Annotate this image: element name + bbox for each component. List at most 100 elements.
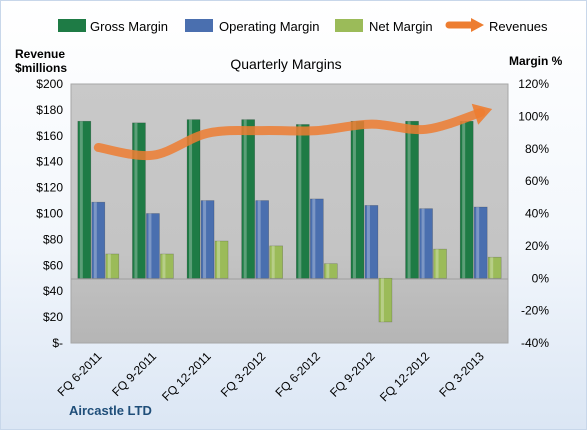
right-axis-ticks: 120% 100% 80% 60% 40% 20% 0% -20% -40% <box>518 77 549 350</box>
revenue-line-layer <box>93 103 493 161</box>
left-axis-label-line1: Revenue <box>15 47 65 61</box>
left-tick-label-3: $140 <box>36 155 63 169</box>
revenue-line-arrowhead <box>471 103 493 125</box>
bar-highlight-gross-margin-fq-6-2012 <box>298 124 302 279</box>
left-axis-label-line2: $millions <box>15 61 67 75</box>
right-tick-label-0: 120% <box>518 77 549 91</box>
left-tick-label-9: $20 <box>43 310 63 324</box>
bar-highlight-gross-margin-fq-3-2013 <box>462 121 466 279</box>
x-tick-label-fq-9-2011: FQ 9-2011 <box>109 349 159 399</box>
bar-operating-margin-fq-3-2013 <box>473 206 488 279</box>
x-tick-label-fq-6-2012: FQ 6-2012 <box>272 349 323 400</box>
right-tick-label-6: 0% <box>532 271 550 285</box>
legend-swatch-operating-margin <box>185 19 213 32</box>
bar-net-margin-fq-9-2011 <box>160 253 174 279</box>
right-tick-label-4: 40% <box>525 207 549 221</box>
bar-operating-margin-fq-9-2011 <box>146 213 160 279</box>
left-tick-label-2: $160 <box>36 129 63 143</box>
bar-highlight-operating-margin-fq-12-2011 <box>203 200 207 279</box>
legend-item-net-margin: Net Margin <box>335 19 433 34</box>
right-tick-label-1: 100% <box>518 109 549 123</box>
bar-gross-margin-fq-6-2011 <box>77 120 92 279</box>
bar-highlight-net-margin-fq-9-2012 <box>380 278 384 322</box>
x-tick-label-fq-9-2012: FQ 9-2012 <box>327 349 378 400</box>
legend-item-revenues: Revenues <box>445 18 548 34</box>
bar-highlight-operating-margin-fq-3-2013 <box>476 207 480 279</box>
company-name: Aircastle LTD <box>69 403 152 418</box>
bar-highlight-gross-margin-fq-9-2012 <box>352 121 356 279</box>
legend-swatch-gross-margin <box>58 19 86 32</box>
x-tick-label-fq-12-2012: FQ 12-2012 <box>377 349 432 404</box>
legend-label-operating-margin: Operating Margin <box>219 19 319 34</box>
bar-net-margin-fq-9-2012 <box>378 277 393 323</box>
bar-operating-margin-fq-12-2011 <box>200 200 215 279</box>
left-tick-label-1: $180 <box>36 103 63 117</box>
bar-net-margin-fq-6-2012 <box>324 263 338 279</box>
bar-gross-margin-fq-6-2012 <box>296 124 310 279</box>
bar-highlight-net-margin-fq-3-2013 <box>490 257 494 279</box>
bar-operating-margin-fq-6-2012 <box>310 198 324 279</box>
bar-gross-margin-fq-3-2013 <box>459 120 474 279</box>
bar-highlight-gross-margin-fq-12-2011 <box>189 119 193 279</box>
legend: Gross Margin Operating Margin Net Margin… <box>58 18 548 34</box>
bar-highlight-operating-margin-fq-9-2011 <box>148 213 152 279</box>
legend-arrowhead-revenues <box>471 18 484 32</box>
bar-highlight-operating-margin-fq-12-2012 <box>421 208 425 279</box>
bar-gross-margin-fq-12-2012 <box>405 120 419 279</box>
right-tick-label-8: -40% <box>521 336 549 350</box>
x-tick-label-fq-6-2011: FQ 6-2011 <box>55 349 105 399</box>
bar-highlight-net-margin-fq-12-2011 <box>217 241 221 279</box>
bars-layer <box>77 119 502 323</box>
left-axis-ticks: $200 $180 $160 $140 $120 $100 $80 $60 $40 $20 $- <box>36 77 63 350</box>
bar-operating-margin-fq-12-2012 <box>419 208 433 279</box>
bar-highlight-operating-margin-fq-6-2012 <box>312 198 316 279</box>
bar-operating-margin-fq-9-2012 <box>364 205 379 279</box>
bar-highlight-gross-margin-fq-6-2011 <box>79 121 83 279</box>
bar-highlight-operating-margin-fq-9-2012 <box>366 205 370 279</box>
left-tick-label-6: $80 <box>43 232 63 246</box>
right-tick-label-3: 60% <box>525 174 549 188</box>
right-tick-label-5: 20% <box>525 239 549 253</box>
bar-highlight-operating-margin-fq-6-2011 <box>93 202 97 279</box>
right-tick-label-2: 80% <box>525 142 549 156</box>
right-tick-label-7: -20% <box>521 304 549 318</box>
left-tick-label-0: $200 <box>36 77 63 91</box>
x-axis-ticks: FQ 6-2011 FQ 9-2011 FQ 12-2011 FQ 3-2012 FQ … <box>55 349 487 404</box>
legend-label-gross-margin: Gross Margin <box>90 19 168 34</box>
bar-gross-margin-fq-9-2011 <box>132 122 146 279</box>
revenue-line <box>93 107 486 161</box>
right-axis-label: Margin % <box>509 54 563 68</box>
legend-label-net-margin: Net Margin <box>369 19 433 34</box>
bar-gross-margin-fq-9-2012 <box>350 120 365 279</box>
x-tick-label-fq-3-2013: FQ 3-2013 <box>436 349 487 400</box>
x-tick-label-fq-3-2012: FQ 3-2012 <box>218 349 269 400</box>
bar-highlight-net-margin-fq-9-2011 <box>162 253 166 279</box>
bar-highlight-gross-margin-fq-12-2012 <box>407 121 411 279</box>
bar-operating-margin-fq-6-2011 <box>91 201 106 279</box>
bar-highlight-operating-margin-fq-3-2012 <box>257 200 261 279</box>
legend-swatch-net-margin <box>335 19 363 32</box>
left-tick-label-4: $120 <box>36 181 63 195</box>
bar-net-margin-fq-12-2011 <box>214 240 229 279</box>
chart-title: Quarterly Margins <box>230 56 341 72</box>
bar-highlight-gross-margin-fq-9-2011 <box>134 122 138 279</box>
legend-item-gross-margin: Gross Margin <box>58 19 168 34</box>
left-tick-label-5: $100 <box>36 207 63 221</box>
bar-net-margin-fq-3-2012 <box>269 245 283 279</box>
x-tick-label-fq-12-2011: FQ 12-2011 <box>159 349 214 404</box>
bar-net-margin-fq-3-2013 <box>487 256 502 279</box>
bar-operating-margin-fq-3-2012 <box>255 200 269 279</box>
bar-net-margin-fq-6-2011 <box>105 253 120 279</box>
bar-gross-margin-fq-3-2012 <box>241 119 255 279</box>
left-tick-label-8: $40 <box>43 284 63 298</box>
legend-label-revenues: Revenues <box>489 19 548 34</box>
bar-gross-margin-fq-12-2011 <box>186 119 201 279</box>
bar-highlight-net-margin-fq-6-2011 <box>107 253 111 279</box>
legend-item-operating-margin: Operating Margin <box>185 19 319 34</box>
bar-highlight-net-margin-fq-12-2012 <box>435 249 439 279</box>
left-tick-label-7: $60 <box>43 258 63 272</box>
bar-highlight-net-margin-fq-6-2012 <box>326 263 330 279</box>
bar-net-margin-fq-12-2012 <box>433 248 447 279</box>
